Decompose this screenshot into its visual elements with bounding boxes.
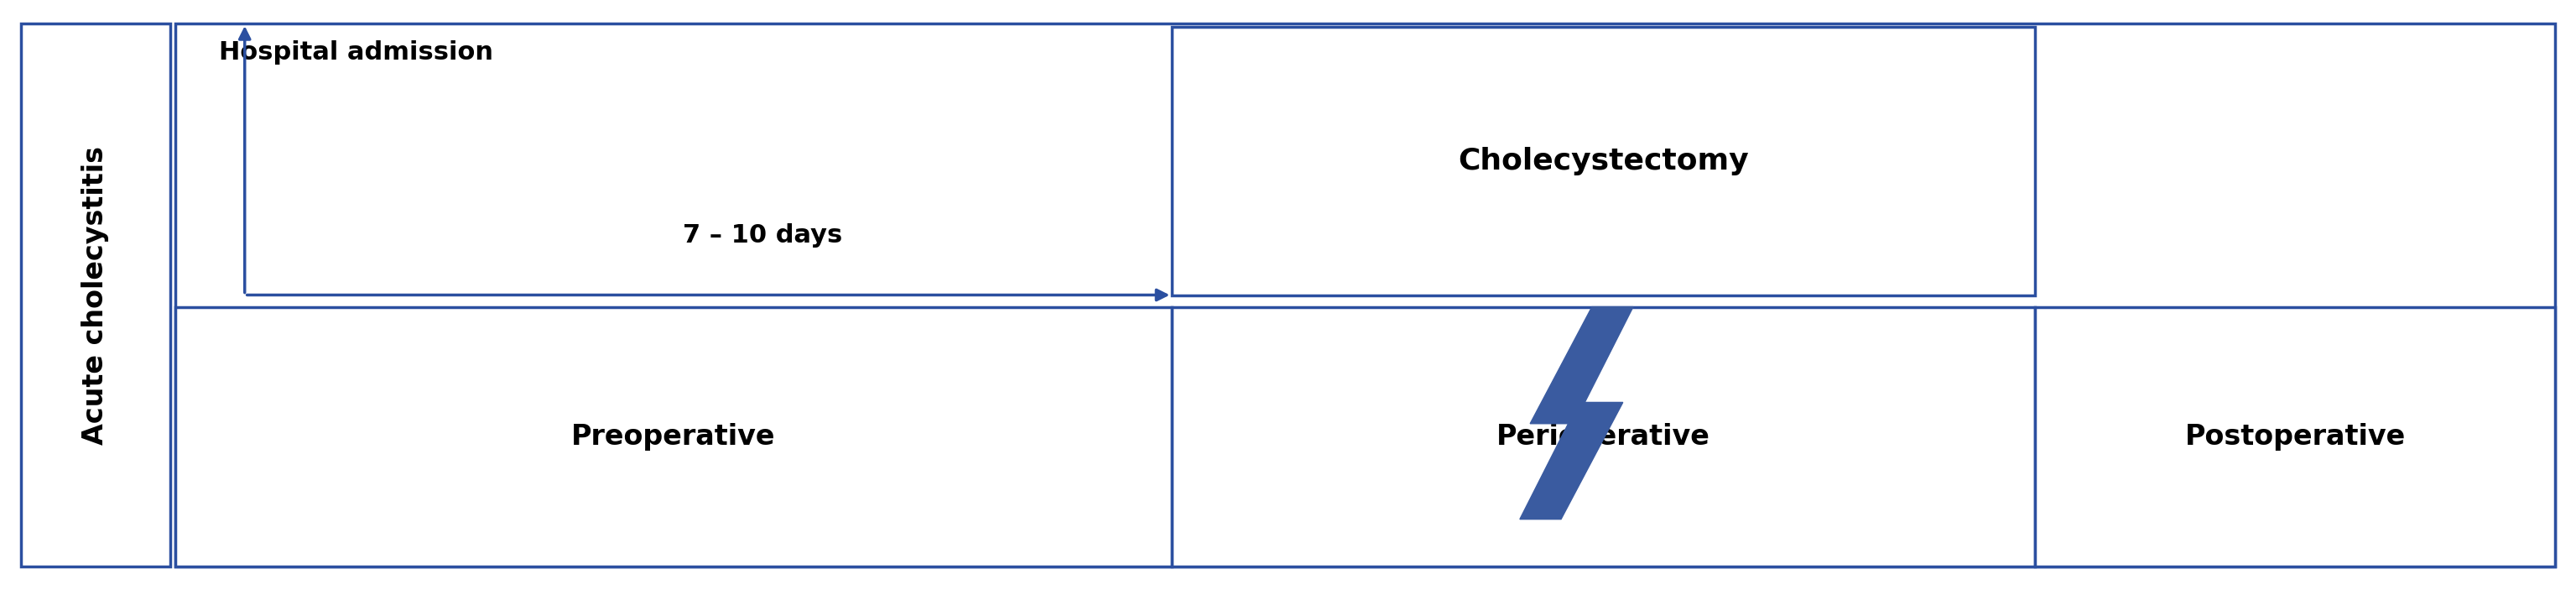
Text: 7 – 10 days: 7 – 10 days [683, 224, 842, 248]
Text: Postoperative: Postoperative [2184, 423, 2406, 450]
FancyBboxPatch shape [1172, 27, 2035, 295]
Polygon shape [1520, 307, 1633, 519]
FancyBboxPatch shape [1172, 307, 2035, 566]
FancyBboxPatch shape [2035, 307, 2555, 566]
Text: Preoperative: Preoperative [572, 423, 775, 450]
FancyBboxPatch shape [21, 24, 170, 566]
Text: Cholecystectomy: Cholecystectomy [1458, 146, 1749, 175]
FancyBboxPatch shape [175, 24, 2555, 566]
Text: Perioperative: Perioperative [1497, 423, 1710, 450]
Text: Hospital admission: Hospital admission [219, 41, 492, 65]
Text: Acute cholecystitis: Acute cholecystitis [82, 146, 108, 444]
FancyBboxPatch shape [175, 307, 1172, 566]
